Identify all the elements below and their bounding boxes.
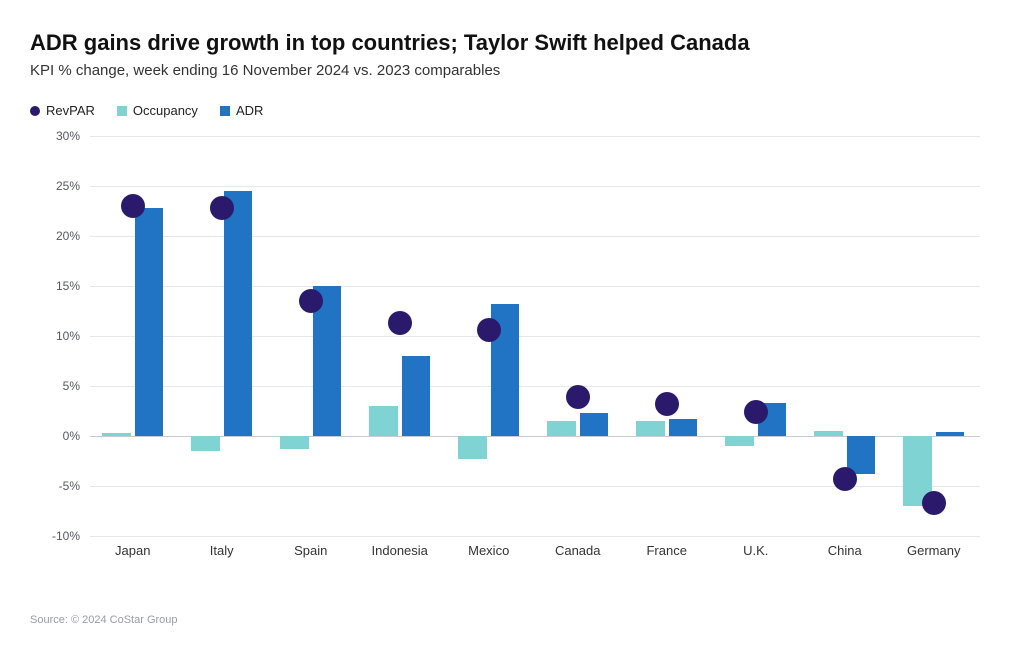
- x-axis-label: Mexico: [468, 543, 509, 558]
- marker-revpar: [121, 194, 145, 218]
- grid-line: [90, 536, 980, 537]
- bar-adr: [224, 191, 252, 436]
- bar-adr: [580, 413, 608, 436]
- bar-adr: [936, 432, 964, 436]
- y-axis-label: 10%: [30, 329, 80, 343]
- x-axis-label: Spain: [294, 543, 327, 558]
- bar-occupancy: [725, 436, 753, 446]
- legend-item-adr: ADR: [220, 103, 263, 118]
- bar-adr: [669, 419, 697, 436]
- source-attribution: Source: © 2024 CoStar Group: [30, 614, 178, 626]
- grid-line: [90, 186, 980, 187]
- chart-container: ADR gains drive growth in top countries;…: [0, 0, 1020, 650]
- y-axis-label: 15%: [30, 279, 80, 293]
- marker-revpar: [477, 318, 501, 342]
- x-axis-label: China: [828, 543, 862, 558]
- y-axis-label: -5%: [30, 479, 80, 493]
- x-axis-label: France: [646, 543, 686, 558]
- y-axis-label: 30%: [30, 129, 80, 143]
- y-axis-label: 5%: [30, 379, 80, 393]
- marker-revpar: [922, 491, 946, 515]
- y-axis-label: 0%: [30, 429, 80, 443]
- bar-occupancy: [547, 421, 575, 436]
- x-axis-label: Italy: [210, 543, 234, 558]
- legend-item-revpar: RevPAR: [30, 103, 95, 118]
- x-axis-label: U.K.: [743, 543, 768, 558]
- plot-wrap: -10%-5%0%5%10%15%20%25%30% JapanItalySpa…: [30, 136, 990, 566]
- legend-label-occupancy: Occupancy: [133, 103, 198, 118]
- marker-revpar: [655, 392, 679, 416]
- chart-subtitle: KPI % change, week ending 16 November 20…: [30, 62, 990, 79]
- bar-occupancy: [191, 436, 219, 451]
- bar-occupancy: [102, 433, 130, 436]
- legend-swatch-occupancy: [117, 106, 127, 116]
- marker-revpar: [210, 196, 234, 220]
- bar-occupancy: [369, 406, 397, 436]
- marker-revpar: [388, 311, 412, 335]
- marker-revpar: [299, 289, 323, 313]
- bar-adr: [135, 208, 163, 436]
- legend-label-adr: ADR: [236, 103, 263, 118]
- marker-revpar: [744, 400, 768, 424]
- x-axis-label: Indonesia: [372, 543, 428, 558]
- legend-swatch-revpar: [30, 106, 40, 116]
- y-axis-label: 25%: [30, 179, 80, 193]
- legend-swatch-adr: [220, 106, 230, 116]
- plot-area: [90, 136, 980, 536]
- y-axis-label: -10%: [30, 529, 80, 543]
- bar-occupancy: [280, 436, 308, 449]
- x-axis-label: Canada: [555, 543, 601, 558]
- bar-adr: [402, 356, 430, 436]
- marker-revpar: [566, 385, 590, 409]
- grid-line: [90, 136, 980, 137]
- x-axis-label: Japan: [115, 543, 150, 558]
- legend-item-occupancy: Occupancy: [117, 103, 198, 118]
- bar-occupancy: [814, 431, 842, 436]
- marker-revpar: [833, 467, 857, 491]
- chart-title: ADR gains drive growth in top countries;…: [30, 30, 990, 56]
- bar-occupancy: [636, 421, 664, 436]
- y-axis-label: 20%: [30, 229, 80, 243]
- bar-occupancy: [458, 436, 486, 459]
- legend-label-revpar: RevPAR: [46, 103, 95, 118]
- legend: RevPAR Occupancy ADR: [30, 103, 990, 118]
- x-axis-label: Germany: [907, 543, 960, 558]
